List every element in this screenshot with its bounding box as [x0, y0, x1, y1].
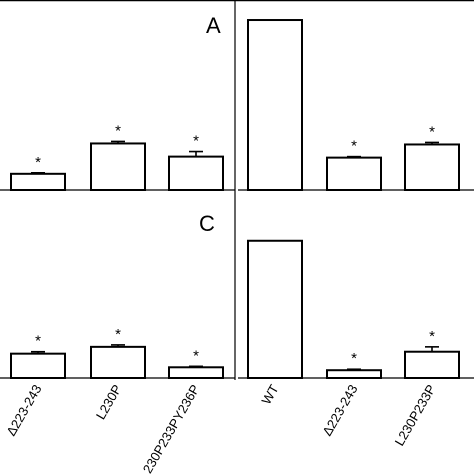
- tick-label: WT: [258, 382, 281, 407]
- tick-label: Δ223-243: [319, 382, 360, 438]
- bar: [10, 352, 66, 379]
- panel-letter: A: [206, 13, 221, 38]
- bar: [326, 156, 382, 192]
- bar: [247, 239, 303, 379]
- panel-d: WT * Δ223-243 * L230P233P: [247, 239, 460, 448]
- tick-label: L230P233P: [392, 382, 439, 448]
- significance-marker: *: [35, 154, 41, 171]
- bar: [247, 19, 303, 191]
- bar: [168, 155, 224, 192]
- panel-c: C * Δ223-243 * L230P * L230P233PY236P: [3, 211, 224, 474]
- significance-marker: *: [115, 122, 121, 139]
- significance-marker: *: [115, 326, 121, 343]
- significance-marker: *: [429, 328, 435, 345]
- significance-marker: *: [351, 350, 357, 367]
- panel-letter: C: [199, 211, 215, 236]
- bar: [10, 172, 66, 192]
- tick-label: L230P: [93, 382, 125, 422]
- tick-label: Δ223-243: [3, 382, 44, 438]
- bar: [404, 350, 460, 380]
- bar: [90, 142, 146, 191]
- panel-a: A * * *: [10, 13, 224, 192]
- bar: [168, 366, 224, 380]
- significance-marker: *: [351, 138, 357, 155]
- bar: [404, 143, 460, 191]
- significance-marker: *: [429, 123, 435, 140]
- frame-lines: [0, 0, 474, 380]
- significance-marker: *: [193, 347, 199, 364]
- significance-marker: *: [35, 333, 41, 350]
- significance-marker: *: [193, 133, 199, 150]
- bar: [326, 369, 382, 380]
- tick-label: L230P233PY236P: [136, 382, 202, 474]
- panel-b: **: [247, 19, 460, 192]
- bar: [90, 345, 146, 379]
